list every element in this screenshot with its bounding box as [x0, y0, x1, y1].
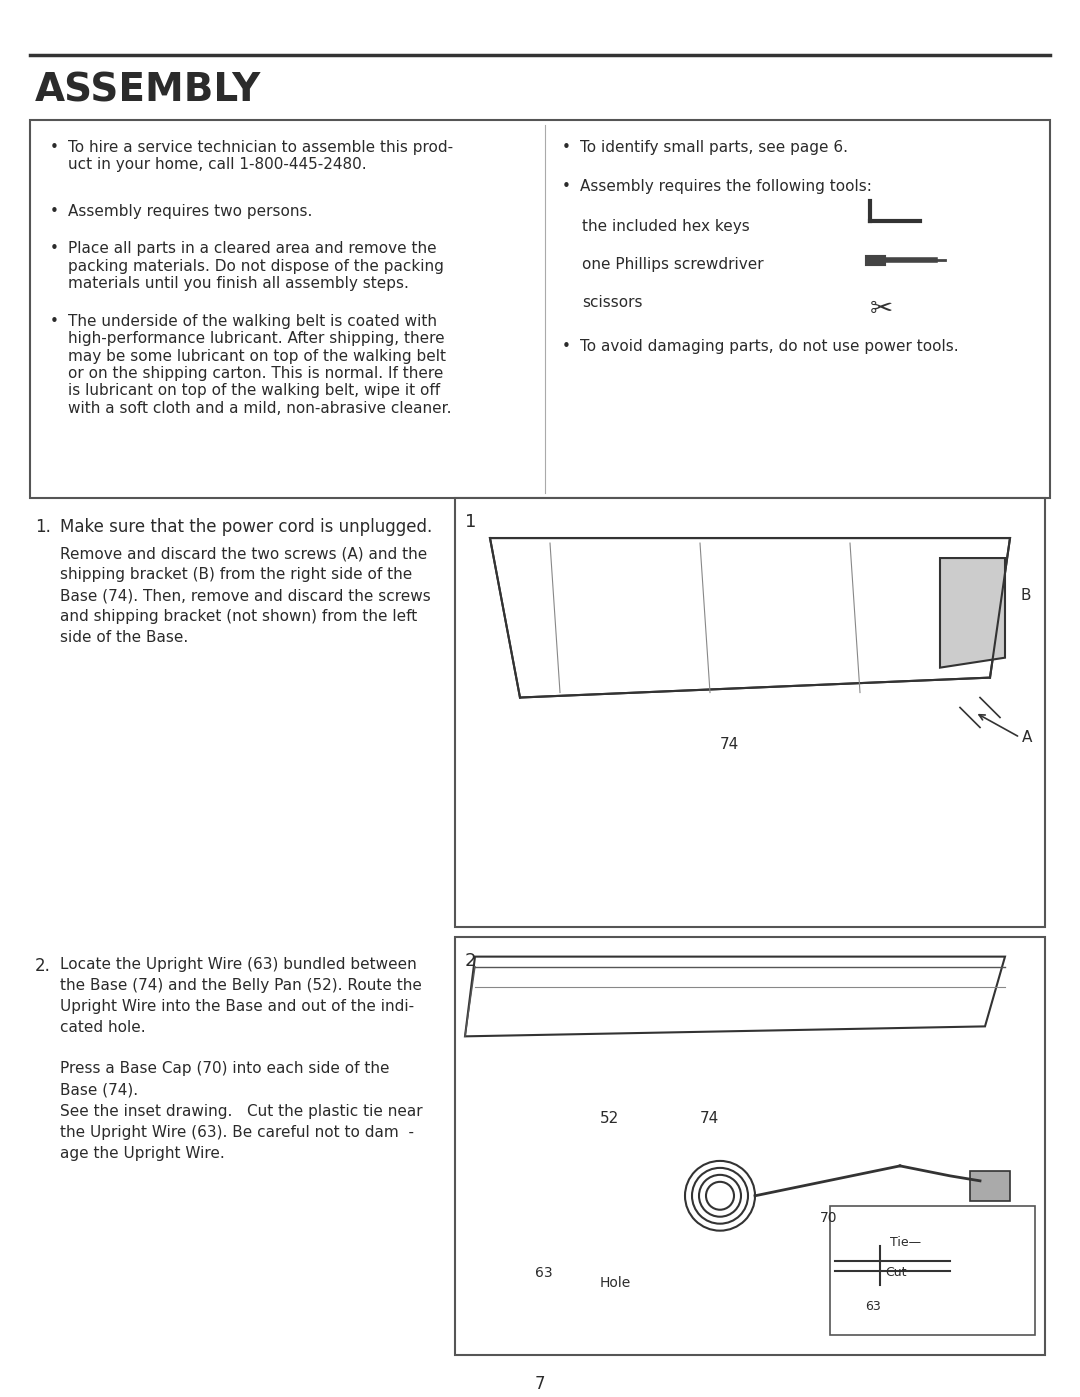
Text: A: A — [1022, 729, 1032, 745]
Text: •: • — [50, 140, 59, 155]
Text: Remove and discard the two screws (A) and the
shipping bracket (B) from the righ: Remove and discard the two screws (A) an… — [60, 546, 431, 645]
Text: Assembly requires two persons.: Assembly requires two persons. — [68, 204, 312, 219]
Text: 63: 63 — [865, 1301, 881, 1313]
Text: Tie—: Tie— — [890, 1235, 921, 1249]
Text: Hole: Hole — [600, 1275, 631, 1289]
Bar — [30, 120, 1050, 499]
Text: 70: 70 — [820, 1211, 837, 1225]
Text: •: • — [562, 339, 571, 353]
Text: 74: 74 — [700, 1111, 719, 1126]
Text: 7: 7 — [535, 1375, 545, 1393]
Text: 1.: 1. — [35, 518, 51, 536]
Text: See the inset drawing.   Cut the plastic tie near
the Upright Wire (63). Be care: See the inset drawing. Cut the plastic t… — [60, 1104, 422, 1161]
Text: •: • — [562, 140, 571, 155]
Text: •: • — [50, 242, 59, 256]
Text: 2: 2 — [465, 951, 476, 970]
Text: To identify small parts, see page 6.: To identify small parts, see page 6. — [580, 140, 848, 155]
Text: Assembly requires the following tools:: Assembly requires the following tools: — [580, 179, 872, 194]
Text: 2.: 2. — [35, 957, 51, 975]
Text: B: B — [1020, 588, 1030, 604]
Text: Place all parts in a cleared area and remove the
packing materials. Do not dispo: Place all parts in a cleared area and re… — [68, 242, 444, 291]
Text: Press a Base Cap (70) into each side of the
Base (74).: Press a Base Cap (70) into each side of … — [60, 1062, 390, 1097]
Text: •: • — [562, 179, 571, 194]
Bar — [455, 499, 1045, 926]
Text: 52: 52 — [600, 1111, 619, 1126]
Polygon shape — [970, 1171, 1010, 1201]
Text: 1: 1 — [465, 513, 476, 531]
Text: Cut: Cut — [885, 1266, 906, 1278]
Bar — [831, 1206, 1035, 1336]
Text: ASSEMBLY: ASSEMBLY — [35, 71, 261, 110]
Text: To avoid damaging parts, do not use power tools.: To avoid damaging parts, do not use powe… — [580, 339, 959, 353]
Text: the included hex keys: the included hex keys — [582, 219, 750, 235]
Text: 63: 63 — [535, 1266, 553, 1280]
Text: ✂: ✂ — [870, 295, 893, 323]
Bar — [455, 937, 1045, 1355]
Text: To hire a service technician to assemble this prod-
uct in your home, call 1-800: To hire a service technician to assemble… — [68, 140, 454, 172]
Text: Make sure that the power cord is unplugged.: Make sure that the power cord is unplugg… — [60, 518, 432, 536]
Text: Locate the Upright Wire (63) bundled between
the Base (74) and the Belly Pan (52: Locate the Upright Wire (63) bundled bet… — [60, 957, 422, 1035]
Text: 74: 74 — [720, 738, 739, 753]
Text: •: • — [50, 204, 59, 219]
Text: The underside of the walking belt is coated with
high-performance lubricant. Aft: The underside of the walking belt is coa… — [68, 314, 451, 416]
Polygon shape — [940, 557, 1005, 668]
Text: •: • — [50, 314, 59, 328]
Text: scissors: scissors — [582, 295, 643, 310]
Text: one Phillips screwdriver: one Phillips screwdriver — [582, 257, 764, 272]
